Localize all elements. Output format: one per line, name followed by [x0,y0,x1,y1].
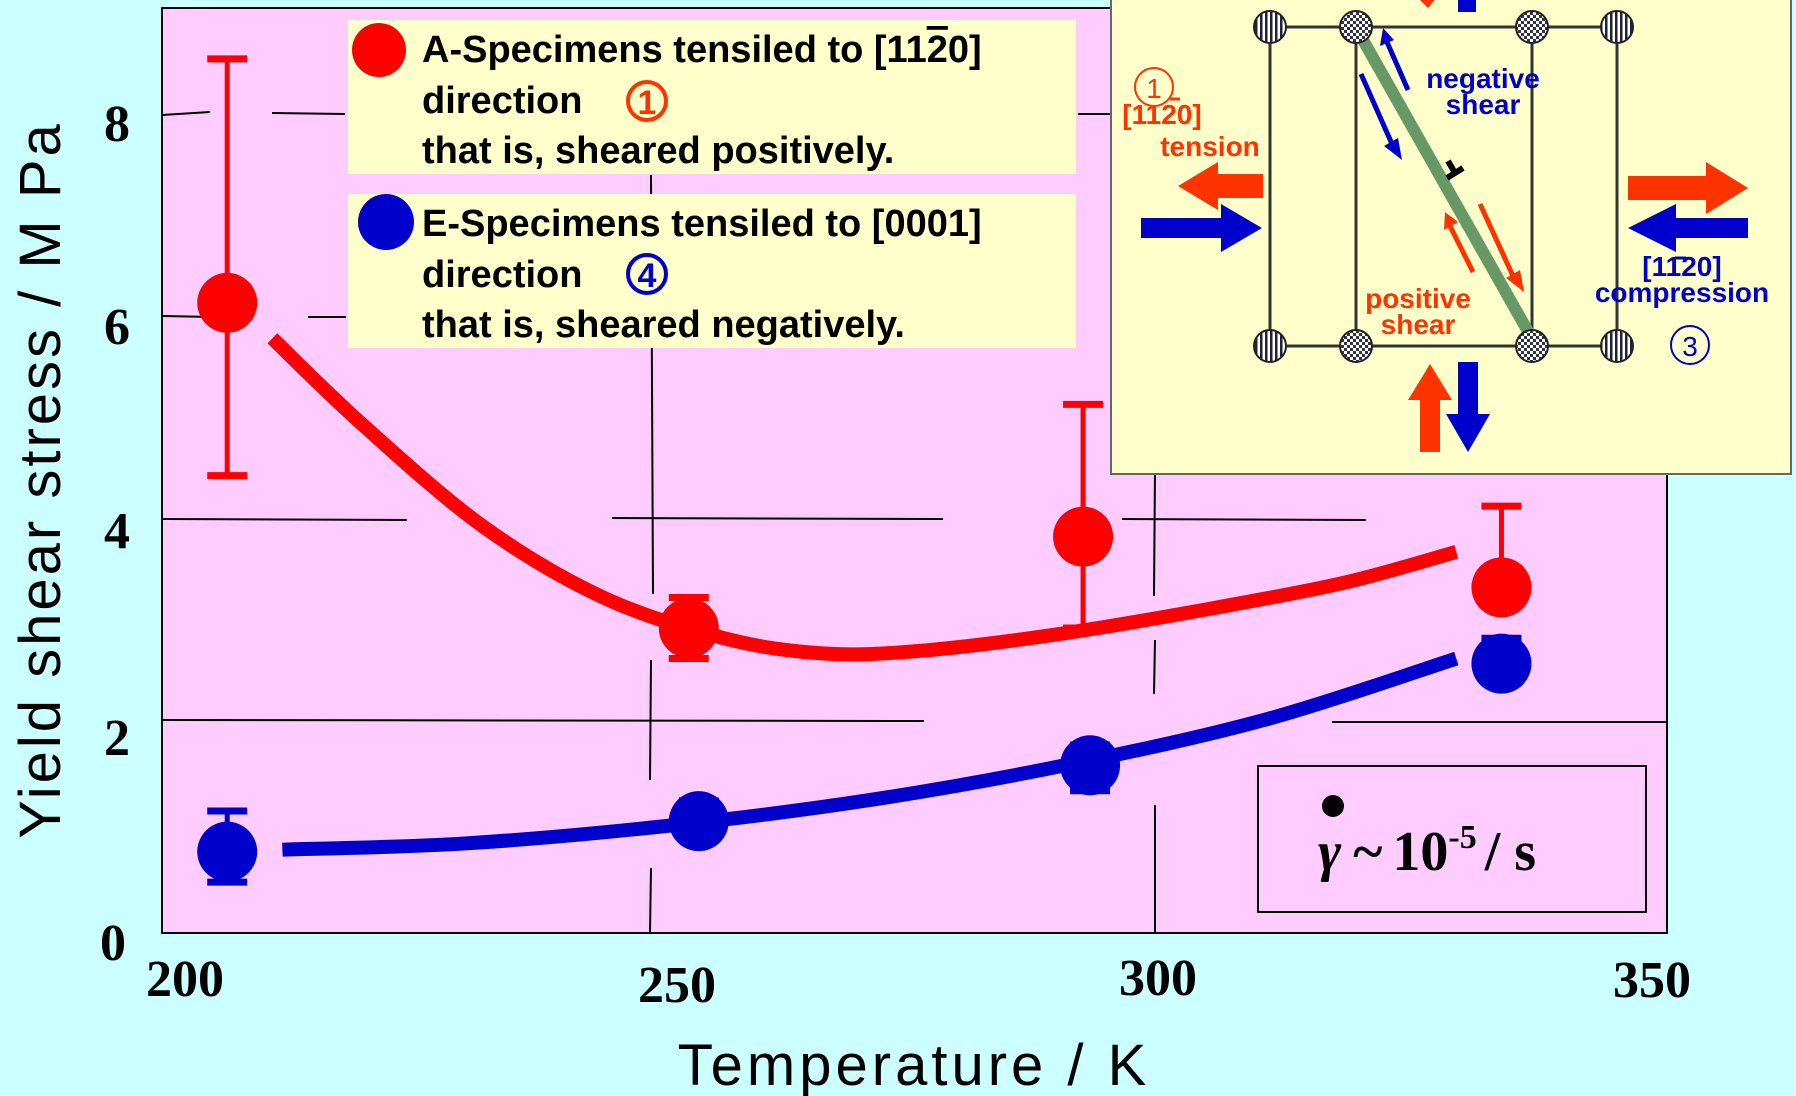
data-point-blue [1060,735,1121,796]
legend-e-line1: E-Specimens tensiled to [0001] [422,203,982,245]
grid [161,111,1667,934]
legend-a-direction-number: 1 [638,84,657,122]
inset-circle-3 [1670,325,1710,365]
data-point-red [197,272,258,333]
inset-negative-label: negative [1426,63,1540,94]
strain-rate-text: γ ~10-5/ s [1318,819,1536,883]
atom-checkered [1515,329,1549,363]
bottom-arrow-red [1408,364,1452,452]
x-tick-label: 300 [1119,950,1197,1007]
y-axis-title: Yield shear stress / M Pa [8,121,73,839]
data-point-red [658,598,719,659]
right-compression-arrow-blue [1628,204,1748,252]
data-point-red [1471,557,1532,618]
inset-schematic: 1 [1120] tension negative shear positive… [1110,0,1792,475]
legend-e-line2: direction [422,254,582,296]
legend-e-direction-number: 4 [638,257,657,295]
y-tick-labels: 0 2 4 6 8 [100,96,130,972]
data-point-blue [668,791,729,852]
x-axis-title: Temperature / K [678,1033,1151,1096]
legend-a-line1: A-Specimens tensiled to [1120] [422,29,982,71]
inset-compression-label: compression [1595,277,1769,308]
x-tick-label: 250 [638,957,716,1014]
data-layer [197,55,1532,886]
left-arrow-blue [1141,204,1262,252]
atom-striped [1600,10,1634,44]
x-tick-label: 200 [146,951,224,1008]
atom-checkered [1515,10,1549,44]
data-point-blue [1471,633,1532,694]
y-tick-label: 8 [104,96,130,153]
legend-a-line3: that is, sheared positively. [422,130,894,172]
fit-curve-blue [282,651,1459,857]
y-tick-label: 2 [104,710,130,767]
inset-positive-shear-label: shear [1381,309,1456,340]
legend-e-direction-circle [626,253,668,295]
right-arrow-red [1628,162,1748,214]
legend-marker-a [352,23,406,77]
atom-checkered [1339,329,1373,363]
x-tick-label: 350 [1613,952,1691,1009]
inset-positive-label: positive [1365,283,1471,314]
y-tick-label: 0 [100,915,126,972]
legend-a-direction-circle [626,80,668,122]
legend-box-a [348,20,1076,174]
inset-tension-label: tension [1160,131,1260,162]
lattice-frame [1268,25,1619,348]
top-arrow-red [1420,0,1435,8]
slip-plane [1357,37,1536,338]
legend-e-line3: that is, sheared negatively. [422,304,905,346]
inset-circle-1 [1134,67,1174,107]
atom-striped [1600,329,1634,363]
top-arrow-blue [1458,0,1476,12]
legend-marker-e [358,194,414,250]
inset-tension-direction: [1120] [1122,99,1201,130]
legend: A-Specimens tensiled to [1120] direction… [348,20,1076,348]
left-tension-arrow-red [1178,162,1263,210]
bottom-arrow-blue [1446,362,1490,452]
inset-tension-direction-text: [1120] [1122,99,1201,130]
x-tick-labels: 200 250 300 350 [146,950,1691,1014]
data-point-red [1053,506,1114,567]
legend-a-line2: direction [422,80,582,122]
atom-striped [1253,10,1287,44]
inset-negative-shear-label: shear [1446,89,1521,120]
atom-striped [1253,329,1287,363]
atoms [1253,10,1634,363]
strain-rate-box: γ ~10-5/ s [1257,765,1647,913]
y-tick-label: 4 [104,503,130,560]
y-tick-label: 6 [104,299,130,356]
inset-compression-direction: [1120] [1642,251,1721,282]
inset-circle-3-number: 3 [1682,331,1698,362]
data-point-blue [197,821,258,882]
legend-box-e [348,194,1076,348]
dislocation-symbol [1445,159,1465,181]
inset-circle-1-number: 1 [1146,73,1162,104]
atom-checkered [1339,10,1373,44]
dot-accent [1322,795,1344,817]
shear-arrows [1358,28,1524,292]
fit-curve-red [267,333,1459,662]
